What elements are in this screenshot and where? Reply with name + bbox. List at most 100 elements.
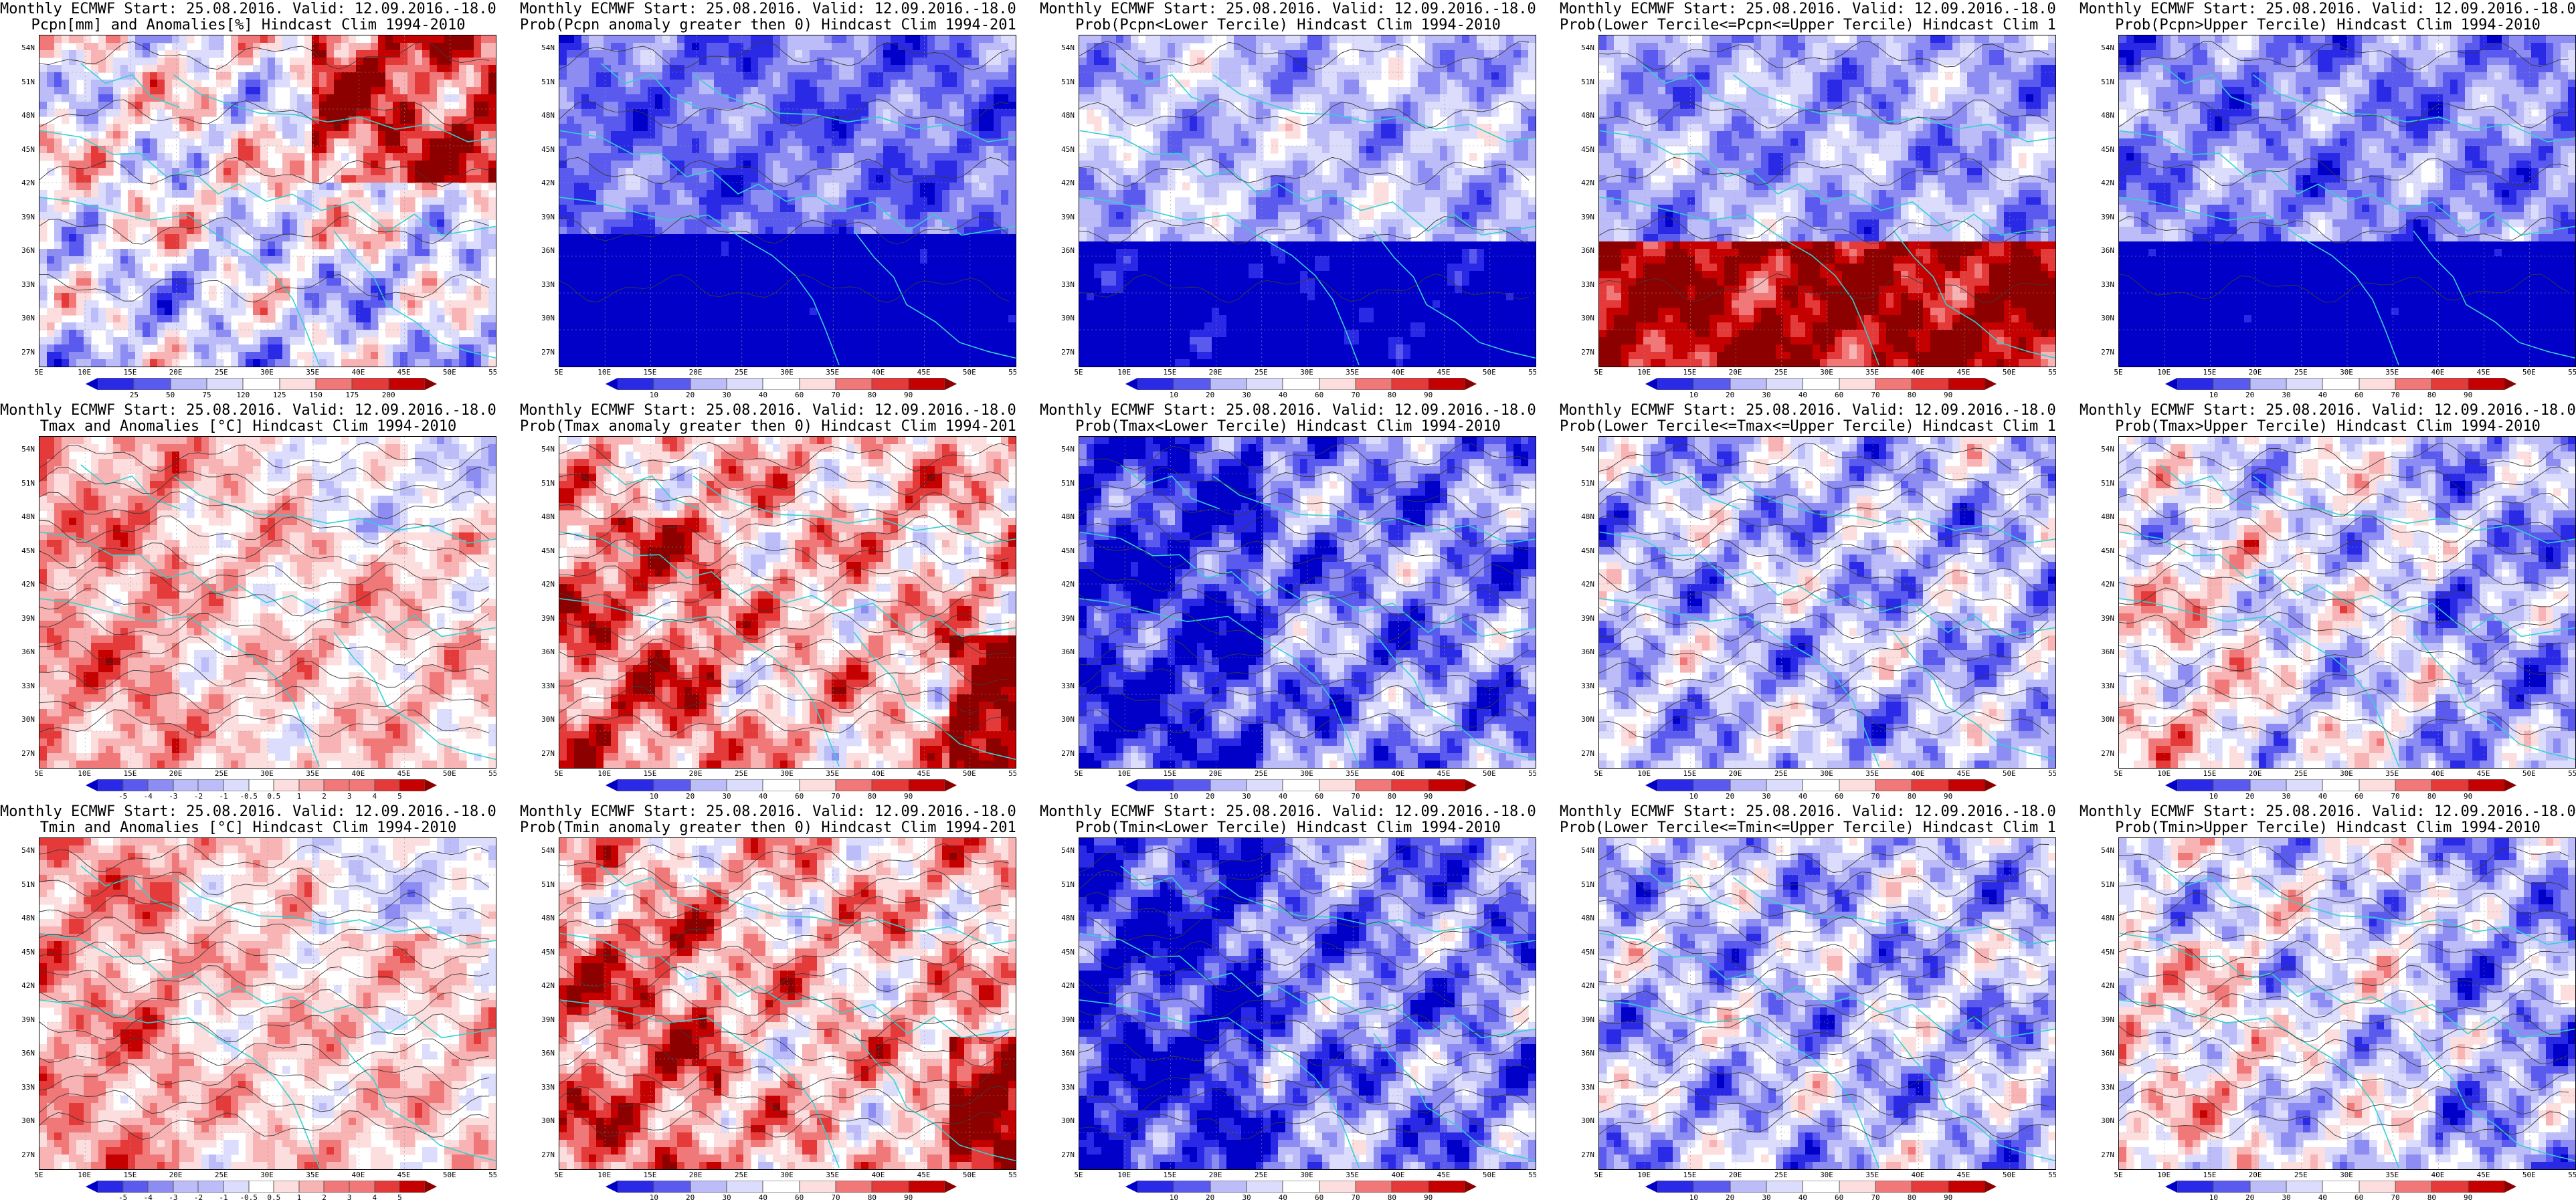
latitude-label: 42N [1061,982,1075,990]
colorbar-segment [2322,779,2359,791]
longitude-label: 35E [1346,769,1359,778]
coastline-overlay [2119,35,2575,367]
colorbar-tick-label: 60 [1315,792,1323,801]
map-field [559,436,1016,769]
latitude-label: 27N [2101,1151,2114,1159]
latitude-label: 48N [1061,914,1075,922]
colorbar-segment [1875,378,1912,390]
panel-title-line1: Monthly ECMWF Start: 25.08.2016. Valid: … [2080,804,2576,820]
longitude-label: 35E [2385,368,2399,377]
latitude-label: 45N [1581,145,1594,154]
longitude-label: 45E [2477,1171,2490,1179]
latitude-label: 45N [21,546,35,555]
colorbar-tick-label: 80 [1908,792,1916,801]
coastline-overlay [39,437,496,768]
longitude-label: 15E [1163,769,1176,778]
latitude-label: 54N [1581,847,1594,855]
map-field [559,837,1016,1170]
longitude-label: 15E [643,769,656,778]
colorbar-tick-label: 10 [2209,391,2218,399]
colorbar-tick-label: 80 [2427,391,2436,399]
latitude-label: 54N [1581,44,1594,52]
colorbar-segment [835,378,872,390]
colorbar [606,378,957,390]
colorbar-tick-label: 90 [904,391,913,399]
longitude-label: 30E [1300,1171,1313,1179]
longitude-label: 50E [2003,368,2016,377]
colorbar-low-arrow [86,1181,98,1193]
colorbar-tick-label: 20 [1206,792,1214,801]
colorbar-segment [1839,1181,1875,1193]
colorbar-tick-label: 10 [1689,1193,1698,1202]
longitude-label: 40E [351,769,365,778]
latitude-label: 36N [2101,247,2114,255]
colorbar-segment [279,378,316,390]
colorbar-tick-label: 70 [1871,391,1879,399]
longitude-label: 20E [169,368,183,377]
colorbar-segment [2468,378,2504,390]
longitude-label: 30E [1820,769,1833,778]
colorbar-tick-label: 5 [397,792,402,801]
colorbar-tick-label: 90 [1944,792,1952,801]
latitude-axis: 54N 51N 48N 45N 42N 39N 36N 33N 30N 27N [1050,837,1077,1169]
colorbar-segment [1948,779,1985,791]
colorbar-tick-label: 30 [1762,391,1770,399]
longitude-label: 25E [735,1171,748,1179]
latitude-label: 51N [541,479,555,488]
map-field [39,837,496,1170]
panel-title-line2: Prob(Tmin<Lower Tercile) Hindcast Clim 1… [1040,820,1536,836]
longitude-label: 45E [1957,1171,1970,1179]
map-field [2118,35,2576,367]
colorbar-tick-label: 10 [2209,1193,2218,1202]
latitude-axis: 54N 51N 48N 45N 42N 39N 36N 33N 30N 27N [1570,837,1597,1169]
latitude-label: 42N [2101,982,2114,990]
colorbar-tick-label: 40 [2318,1193,2327,1202]
longitude-label: 25E [735,368,748,377]
latitude-label: 39N [1061,1015,1075,1024]
latitude-label: 48N [1581,914,1594,922]
colorbar-segment [2322,1181,2359,1193]
colorbar-segment [726,779,763,791]
longitude-label: 15E [643,368,656,377]
latitude-label: 30N [1581,1117,1594,1125]
longitude-label: 15E [123,368,136,377]
longitude-label: 35E [306,1171,319,1179]
colorbar-segment [618,779,654,791]
latitude-label: 51N [1581,78,1594,86]
map-panel-tmax-prob-lower: Monthly ECMWF Start: 25.08.2016. Valid: … [1040,401,1536,803]
panel-title-line1: Monthly ECMWF Start: 25.08.2016. Valid: … [1040,403,1536,419]
colorbar [86,779,437,791]
colorbar-tick-label: 70 [2391,1193,2399,1202]
latitude-label: 45N [541,948,555,957]
longitude-label: 15E [123,769,136,778]
latitude-axis: 54N 51N 48N 45N 42N 39N 36N 33N 30N 27N [531,35,557,366]
colorbar-low-arrow [2165,779,2177,791]
latitude-label: 42N [1581,581,1594,589]
colorbar-segment [872,1181,909,1193]
colorbar-high-arrow [1464,1181,1477,1193]
longitude-label: 15E [123,1171,136,1179]
longitude-label: 45E [917,368,931,377]
colorbar-segment [1319,779,1356,791]
latitude-label: 51N [2101,880,2114,889]
latitude-label: 30N [541,314,555,322]
latitude-label: 51N [2101,78,2114,86]
shaded-field [559,35,1016,367]
latitude-label: 30N [21,1117,35,1125]
panel-title-line2: Prob(Pcpn<Lower Tercile) Hindcast Clim 1… [1040,17,1536,33]
colorbar-tick-label: 90 [2464,792,2472,801]
colorbar-segment [1693,779,1730,791]
colorbar-tick-label: 20 [686,792,695,801]
map-field [1079,436,1536,769]
colorbar [1125,779,1477,791]
colorbar-ticks: 10 20 30 40 60 70 80 90 [1657,1193,1985,1203]
longitude-label: 15E [2203,769,2216,778]
colorbar-segment [173,1181,199,1193]
longitude-label: 20E [2249,368,2262,377]
colorbar-ticks: 10 20 30 40 60 70 80 90 [2177,792,2504,801]
longitude-label: 25E [1255,769,1268,778]
longitude-axis: 5E 10E 15E 20E 25E 30E 35E 40E 45E 50E 55E [1594,367,2056,377]
colorbar [606,779,957,791]
longitude-label: 50E [963,769,976,778]
latitude-label: 33N [1581,280,1594,289]
